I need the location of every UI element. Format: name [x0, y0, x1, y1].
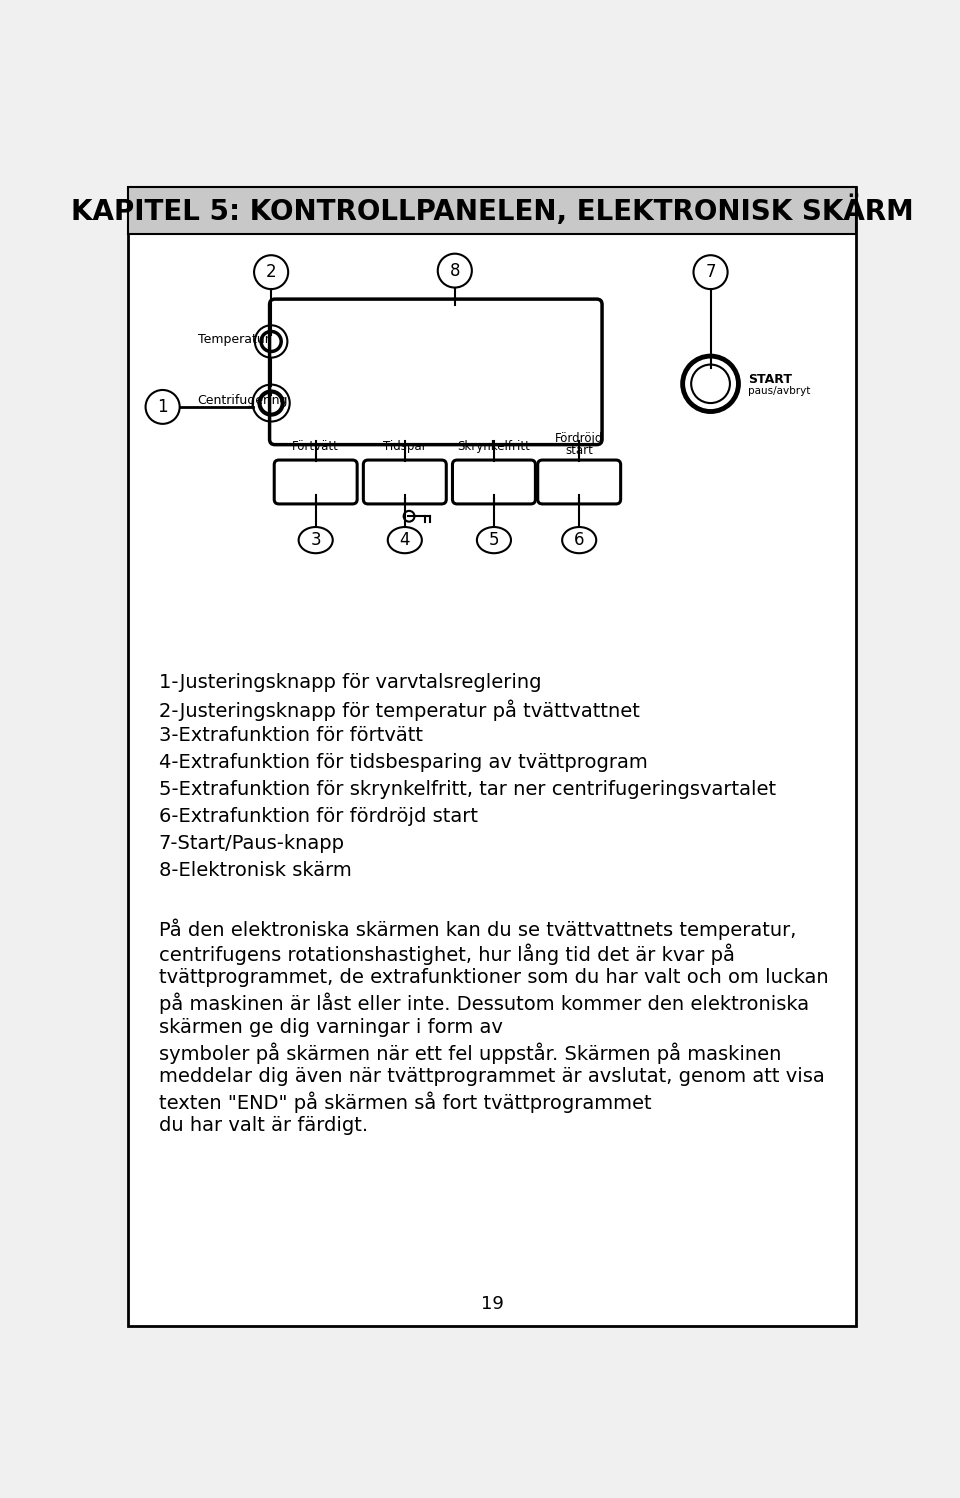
Text: 3: 3 — [310, 532, 321, 550]
Bar — [128, 187, 856, 234]
Text: paus/avbryt: paus/avbryt — [748, 386, 810, 395]
Text: 4: 4 — [399, 532, 410, 550]
FancyBboxPatch shape — [452, 460, 536, 503]
Text: du har valt är färdigt.: du har valt är färdigt. — [158, 1116, 368, 1135]
Text: På den elektroniska skärmen kan du se tvättvattnets temperatur,: På den elektroniska skärmen kan du se tv… — [158, 918, 796, 941]
FancyBboxPatch shape — [275, 460, 357, 503]
Text: meddelar dig även när tvättprogrammet är avslutat, genom att visa: meddelar dig även när tvättprogrammet är… — [158, 1067, 825, 1086]
Text: centrifugens rotationshastighet, hur lång tid det är kvar på: centrifugens rotationshastighet, hur lån… — [158, 944, 734, 965]
Text: 2: 2 — [266, 264, 276, 282]
Text: 6: 6 — [574, 532, 585, 550]
Text: 1-Justeringsknapp för varvtalsreglering: 1-Justeringsknapp för varvtalsreglering — [158, 673, 541, 692]
Text: 19: 19 — [481, 1294, 503, 1312]
Text: 8-Elektronisk skärm: 8-Elektronisk skärm — [158, 861, 351, 881]
Text: tvättprogrammet, de extrafunktioner som du har valt och om luckan: tvättprogrammet, de extrafunktioner som … — [158, 968, 828, 987]
Text: 5-Extrafunktion för skrynkelfritt, tar ner centrifugeringsvartalet: 5-Extrafunktion för skrynkelfritt, tar n… — [158, 780, 776, 800]
Text: skärmen ge dig varningar i form av: skärmen ge dig varningar i form av — [158, 1017, 503, 1037]
Text: 2-Justeringsknapp för temperatur på tvättvattnet: 2-Justeringsknapp för temperatur på tvät… — [158, 700, 639, 721]
Text: Fördröjd: Fördröjd — [555, 433, 604, 445]
FancyBboxPatch shape — [363, 460, 446, 503]
Text: start: start — [565, 443, 593, 457]
Text: 8: 8 — [449, 262, 460, 280]
Text: 3-Extrafunktion för förtvätt: 3-Extrafunktion för förtvätt — [158, 727, 422, 746]
Text: 7: 7 — [706, 264, 716, 282]
Text: symboler på skärmen när ett fel uppstår. Skärmen på maskinen: symboler på skärmen när ett fel uppstår.… — [158, 1043, 781, 1064]
Text: på maskinen är låst eller inte. Dessutom kommer den elektroniska: på maskinen är låst eller inte. Dessutom… — [158, 993, 809, 1014]
Text: START: START — [748, 373, 792, 385]
Text: Förtvätt: Förtvätt — [292, 440, 339, 452]
Text: 5: 5 — [489, 532, 499, 550]
Text: Skrynkelfritt: Skrynkelfritt — [458, 440, 530, 452]
FancyBboxPatch shape — [538, 460, 621, 503]
FancyBboxPatch shape — [270, 300, 602, 445]
Text: Tidspar: Tidspar — [383, 440, 426, 452]
Text: 4-Extrafunktion för tidsbesparing av tvättprogram: 4-Extrafunktion för tidsbesparing av tvä… — [158, 753, 647, 773]
Text: 1: 1 — [157, 398, 168, 416]
Text: 6-Extrafunktion för fördröjd start: 6-Extrafunktion för fördröjd start — [158, 807, 478, 827]
Text: texten "END" på skärmen så fort tvättprogrammet: texten "END" på skärmen så fort tvättpro… — [158, 1092, 652, 1113]
Text: KAPITEL 5: KONTROLLPANELEN, ELEKTRONISK SKÄRM: KAPITEL 5: KONTROLLPANELEN, ELEKTRONISK … — [71, 195, 913, 226]
Text: Centrifugering: Centrifugering — [198, 394, 288, 407]
Text: 7-Start/Paus-knapp: 7-Start/Paus-knapp — [158, 834, 345, 854]
Text: Temperatur: Temperatur — [198, 333, 270, 346]
